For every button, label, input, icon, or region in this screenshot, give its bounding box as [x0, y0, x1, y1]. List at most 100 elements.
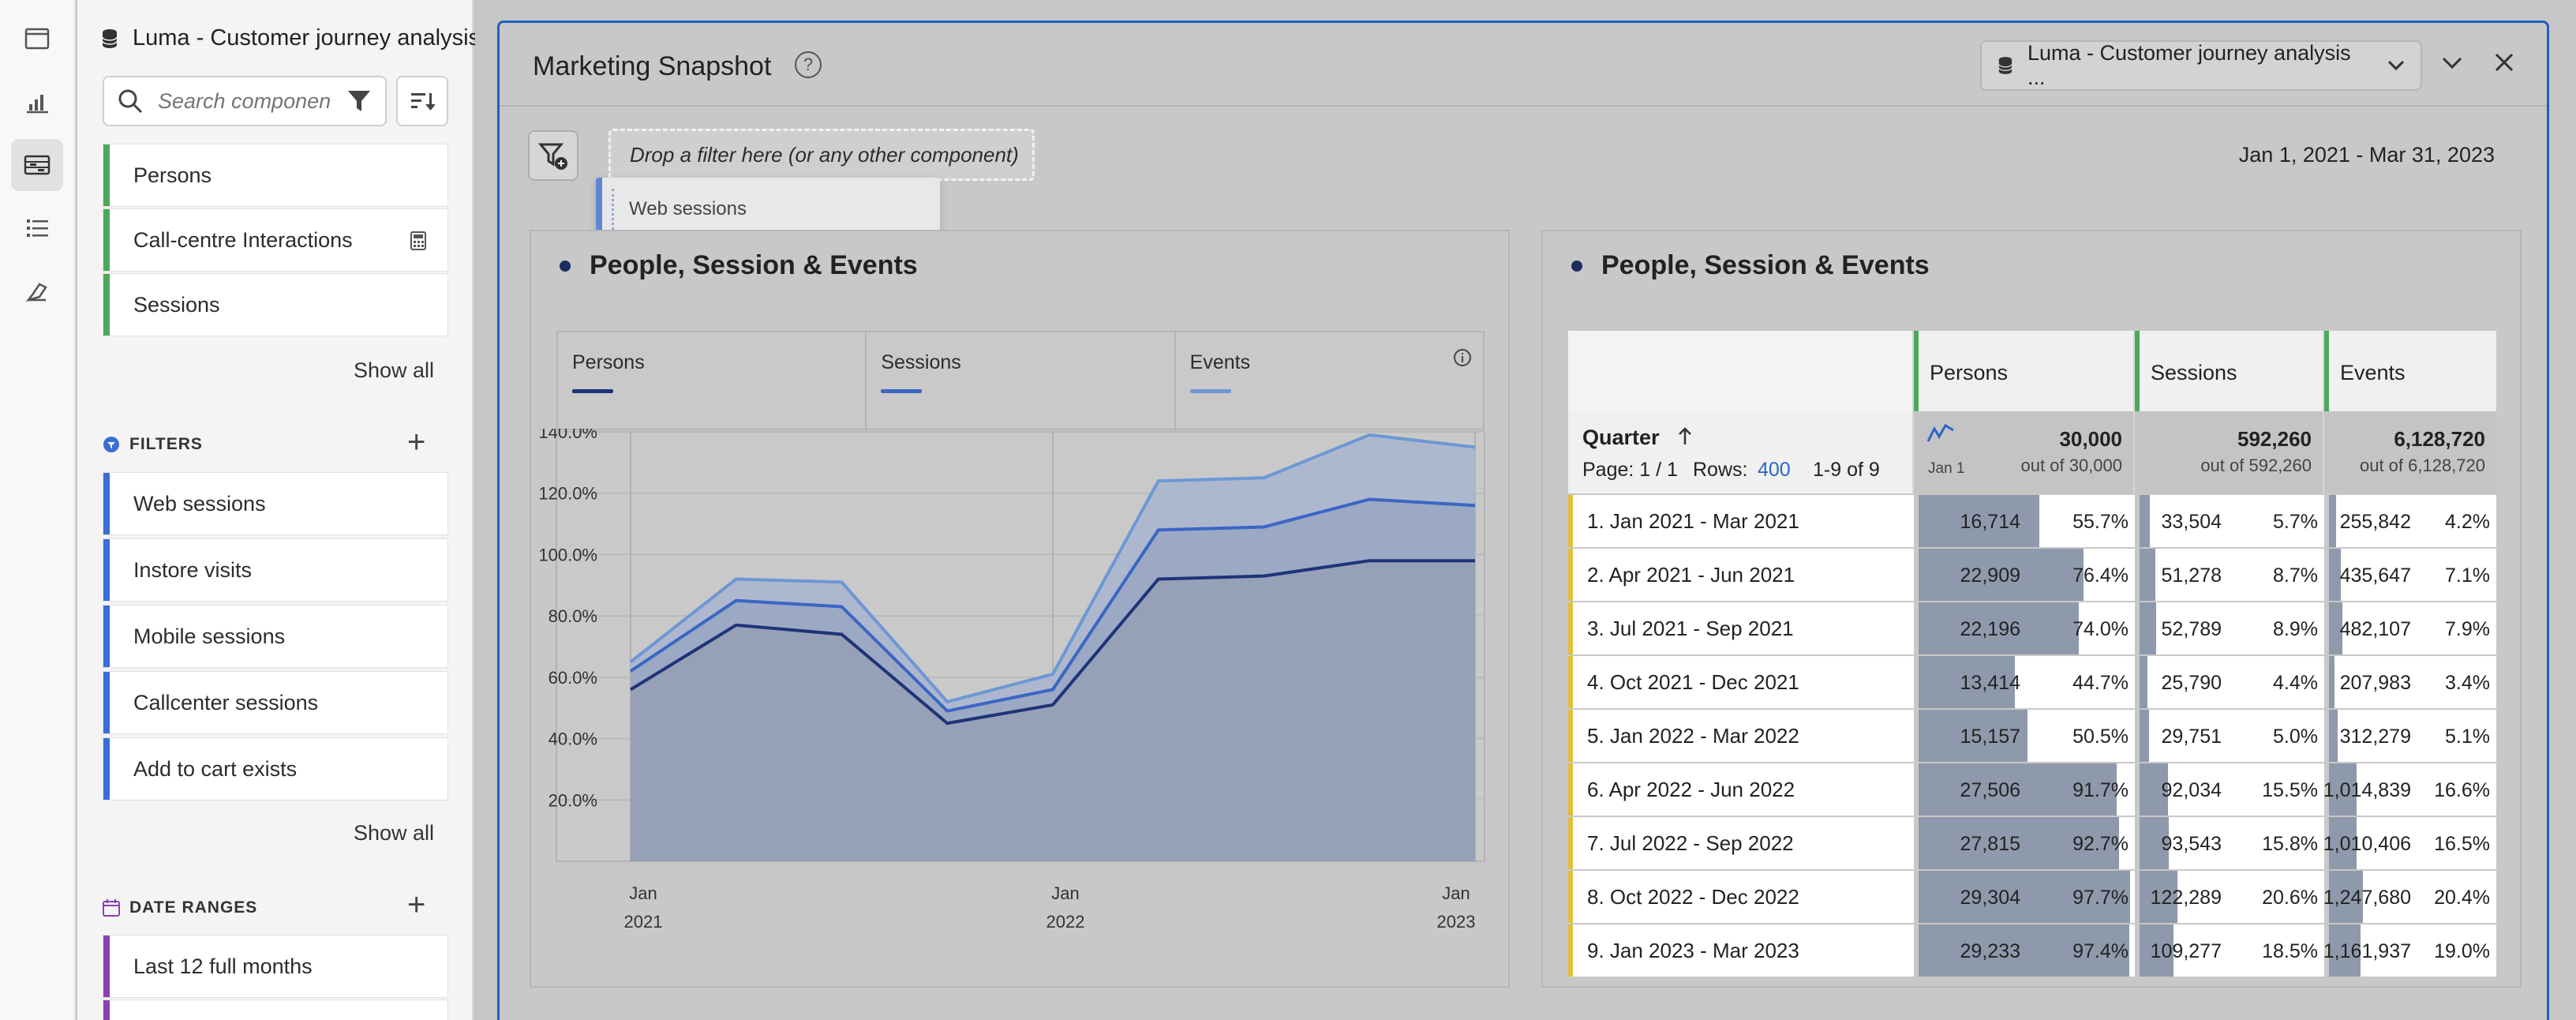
show-all-filters-link[interactable]: Show all	[354, 821, 435, 845]
filter-drop-zone[interactable]: Drop a filter here (or any other compone…	[608, 129, 1035, 181]
metric-cell-persons[interactable]: 22,196 74.0%	[1914, 602, 2135, 654]
metric-cell-sessions[interactable]: 51,278 8.7%	[2135, 549, 2324, 601]
panel-title[interactable]: Marketing Snapshot	[533, 51, 772, 81]
table-row[interactable]: 1. Jan 2021 - Mar 2021 16,714 55.7% 33,504 5…	[1568, 495, 2496, 549]
help-icon[interactable]: ?	[795, 51, 822, 78]
metric-cell-sessions[interactable]: 92,034 15.5%	[2135, 763, 2324, 816]
metric-cell-sessions[interactable]: 122,289 20.6%	[2135, 871, 2324, 923]
metric-cell-sessions[interactable]: 52,789 8.9%	[2135, 602, 2324, 654]
collapse-chevron-icon[interactable]	[2441, 56, 2463, 70]
row-dimension-item[interactable]: 1. Jan 2021 - Mar 2021	[1568, 495, 1914, 547]
visualization-title-row: People, Session & Events	[1571, 250, 1930, 281]
metric-value: 435,647	[2339, 564, 2411, 587]
filter-mobile-sessions[interactable]: Mobile sessions	[103, 605, 448, 668]
metric-cell-events[interactable]: 1,247,680 20.4%	[2323, 871, 2496, 923]
filters-icon	[103, 437, 119, 452]
component-search[interactable]	[103, 76, 387, 126]
legend-item-sessions[interactable]: Sessions	[867, 332, 1176, 429]
row-dimension-item[interactable]: 6. Apr 2022 - Jun 2022	[1568, 763, 1914, 816]
metric-cell-sessions[interactable]: 25,790 4.4%	[2135, 656, 2324, 708]
metric-cell-persons[interactable]: 22,909 76.4%	[1914, 549, 2135, 601]
metric-cell-persons[interactable]: 29,304 97.7%	[1914, 871, 2135, 923]
filter-web-sessions[interactable]: Web sessions	[103, 472, 448, 535]
date-range-last-12-full-months[interactable]: Last 12 full months	[103, 935, 448, 998]
legend-item-events[interactable]: Events	[1176, 332, 1483, 429]
metric-call-centre-interactions[interactable]: Call-centre Interactions	[103, 208, 448, 272]
add-filter-dropzone-button[interactable]	[528, 130, 578, 181]
metric-persons[interactable]: Persons	[103, 144, 448, 207]
visualization-title[interactable]: People, Session & Events	[1601, 250, 1930, 280]
table-row[interactable]: 4. Oct 2021 - Dec 2021 13,414 44.7% 25,790 4…	[1568, 656, 2496, 710]
metric-cell-sessions[interactable]: 33,504 5.7%	[2135, 495, 2324, 547]
metric-cell-persons[interactable]: 29,233 97.4%	[1914, 924, 2135, 977]
row-dimension-item[interactable]: 4. Oct 2021 - Dec 2021	[1568, 656, 1914, 708]
brush-icon[interactable]	[11, 265, 63, 317]
metric-value: 93,543	[2161, 833, 2222, 855]
table-row[interactable]: 7. Jul 2022 - Sep 2022 27,815 92.7% 93,543 1…	[1568, 817, 2496, 871]
metric-sessions[interactable]: Sessions	[103, 273, 448, 336]
row-dimension-item[interactable]: 5. Jan 2022 - Mar 2022	[1568, 710, 1914, 762]
filters-heading: FILTERS	[129, 435, 203, 453]
dataview-select[interactable]: Luma - Customer journey analysis ...	[1980, 40, 2422, 91]
column-header-events[interactable]: Events	[2324, 331, 2496, 411]
column-header-sessions[interactable]: Sessions	[2135, 331, 2324, 411]
metric-cell-events[interactable]: 255,842 4.2%	[2324, 495, 2496, 547]
table-row[interactable]: 8. Oct 2022 - Dec 2022 29,304 97.7% 122,289…	[1568, 871, 2496, 924]
component-label: Call-centre Interactions	[133, 227, 353, 252]
metric-cell-sessions[interactable]: 29,751 5.0%	[2135, 710, 2324, 762]
date-range-item[interactable]	[103, 999, 448, 1020]
row-dimension-item[interactable]: 2. Apr 2021 - Jun 2021	[1568, 549, 1914, 601]
metric-cell-events[interactable]: 1,010,406 16.5%	[2323, 817, 2496, 869]
metric-cell-sessions[interactable]: 93,543 15.8%	[2135, 817, 2324, 869]
column-header-persons[interactable]: Persons	[1914, 331, 2135, 411]
close-icon[interactable]	[2493, 51, 2515, 73]
sort-ascending-icon[interactable]	[1677, 427, 1693, 446]
metric-cell-persons[interactable]: 15,157 50.5%	[1914, 710, 2135, 762]
metric-value: 16,714	[1960, 511, 2020, 533]
metric-cell-events[interactable]: 1,014,839 16.6%	[2323, 763, 2496, 816]
rows-per-page-select[interactable]: 400	[1758, 459, 1791, 481]
table-row[interactable]: 2. Apr 2021 - Jun 2021 22,909 76.4% 51,278 8…	[1568, 549, 2496, 602]
dimension-name[interactable]: Quarter	[1582, 426, 1660, 449]
component-label: Sessions	[133, 292, 220, 317]
metric-cell-sessions[interactable]: 109,277 18.5%	[2135, 924, 2324, 977]
components-icon[interactable]	[11, 139, 63, 191]
metric-cell-events[interactable]: 312,279 5.1%	[2324, 710, 2496, 762]
dataview-header[interactable]: Luma - Customer journey analysis ...	[101, 25, 505, 51]
row-dimension-item[interactable]: 9. Jan 2023 - Mar 2023	[1568, 924, 1914, 977]
info-icon[interactable]	[1453, 348, 1472, 367]
filter-instore-visits[interactable]: Instore visits	[103, 538, 448, 602]
metric-cell-events[interactable]: 207,983 3.4%	[2324, 656, 2496, 708]
visualization-title[interactable]: People, Session & Events	[590, 250, 918, 280]
metric-cell-persons[interactable]: 16,714 55.7%	[1914, 495, 2135, 547]
panel-date-range[interactable]: Jan 1, 2021 - Mar 31, 2023	[2238, 143, 2495, 167]
table-row[interactable]: 5. Jan 2022 - Mar 2022 15,157 50.5% 29,751 5…	[1568, 710, 2496, 763]
search-input[interactable]	[158, 88, 331, 114]
metric-cell-events[interactable]: 482,107 7.9%	[2324, 602, 2496, 654]
filter-add-to-cart-exists[interactable]: Add to cart exists	[103, 737, 448, 801]
table-row[interactable]: 6. Apr 2022 - Jun 2022 27,506 91.7% 92,034 1…	[1568, 763, 2496, 817]
sparkline-icon[interactable]	[1926, 422, 1955, 444]
panels-icon[interactable]	[11, 13, 63, 65]
filter-callcenter-sessions[interactable]: Callcenter sessions	[103, 671, 448, 734]
list-icon[interactable]	[11, 202, 63, 254]
add-date-range-button[interactable]: +	[407, 887, 426, 922]
percent-bar	[1919, 763, 2117, 816]
row-dimension-item[interactable]: 8. Oct 2022 - Dec 2022	[1568, 871, 1914, 923]
legend-item-persons[interactable]: Persons	[558, 332, 867, 429]
row-dimension-item[interactable]: 3. Jul 2021 - Sep 2021	[1568, 602, 1914, 654]
metric-cell-events[interactable]: 1,161,937 19.0%	[2323, 924, 2496, 977]
filter-icon[interactable]	[346, 88, 373, 114]
table-row[interactable]: 3. Jul 2021 - Sep 2021 22,196 74.0% 52,789 8…	[1568, 602, 2496, 656]
show-all-metrics-link[interactable]: Show all	[354, 358, 435, 382]
metric-cell-persons[interactable]: 13,414 44.7%	[1914, 656, 2135, 708]
sort-button[interactable]	[396, 76, 448, 126]
area-chart: 20.0% 40.0% 60.0% 80.0% 100.0% 120.0% 140.0% Ja…	[538, 429, 1485, 932]
metric-cell-persons[interactable]: 27,815 92.7%	[1914, 817, 2135, 869]
row-dimension-item[interactable]: 7. Jul 2022 - Sep 2022	[1568, 817, 1914, 869]
add-filter-button[interactable]: +	[407, 425, 426, 459]
table-row[interactable]: 9. Jan 2023 - Mar 2023 29,233 97.4% 109,277…	[1568, 924, 2496, 978]
metric-cell-events[interactable]: 435,647 7.1%	[2324, 549, 2496, 601]
visualizations-icon[interactable]	[11, 76, 63, 128]
metric-cell-persons[interactable]: 27,506 91.7%	[1914, 763, 2135, 816]
